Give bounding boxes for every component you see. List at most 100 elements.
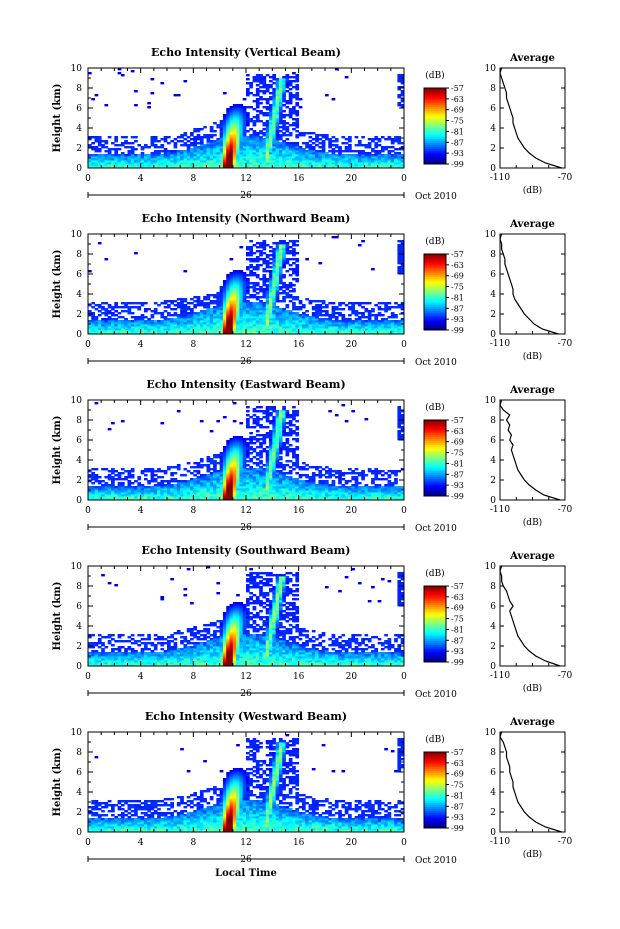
heatmap-cell bbox=[176, 152, 181, 155]
heatmap-cell bbox=[301, 142, 306, 145]
heatmap-cell bbox=[232, 316, 237, 319]
heatmap-cell bbox=[91, 326, 95, 329]
heatmap-cell bbox=[180, 480, 184, 483]
heatmap-cell bbox=[130, 142, 135, 145]
heatmap-cell bbox=[153, 470, 158, 473]
heatmap-cell bbox=[229, 454, 234, 457]
heatmap-cell bbox=[117, 312, 122, 315]
heatmap-cell bbox=[226, 450, 230, 453]
heatmap-cell bbox=[236, 150, 240, 153]
heatmap-cell bbox=[229, 140, 234, 143]
heatmap-cell bbox=[390, 156, 395, 159]
heatmap-cell bbox=[226, 294, 230, 297]
heatmap-cell bbox=[183, 158, 188, 161]
heatmap-cell bbox=[298, 302, 303, 305]
heatmap-cell bbox=[308, 322, 313, 325]
heatmap-cell bbox=[236, 492, 240, 495]
heatmap-cell bbox=[265, 288, 270, 291]
heatmap-cell bbox=[229, 314, 234, 317]
heatmap-cell bbox=[104, 328, 109, 331]
heatmap-cell bbox=[348, 328, 352, 331]
heatmap-cell bbox=[262, 144, 267, 147]
heatmap-cell bbox=[282, 258, 286, 261]
heatmap-cell bbox=[282, 244, 286, 247]
heatmap-cell bbox=[216, 156, 221, 159]
heatmap-cell bbox=[153, 158, 158, 161]
heatmap-cell bbox=[249, 138, 253, 141]
heatmap-cell bbox=[222, 476, 227, 479]
heatmap-cell bbox=[239, 422, 244, 425]
heatmap-cell bbox=[232, 110, 237, 113]
heatmap-cell bbox=[334, 164, 339, 167]
heatmap-cell bbox=[226, 292, 230, 295]
heatmap-cell bbox=[216, 478, 221, 481]
heatmap-cell bbox=[236, 288, 240, 291]
heatmap-cell bbox=[275, 136, 280, 139]
heatmap-cell bbox=[124, 304, 128, 307]
heatmap-cell bbox=[311, 316, 316, 319]
heatmap-cell bbox=[167, 324, 171, 327]
heatmap-cell bbox=[262, 324, 267, 327]
heatmap-cell bbox=[275, 246, 280, 249]
heatmap-cell bbox=[275, 84, 280, 87]
heatmap-cell bbox=[173, 480, 178, 483]
heatmap-cell bbox=[199, 142, 204, 145]
heatmap-cell bbox=[104, 482, 109, 485]
heatmap-cell bbox=[321, 310, 326, 313]
heatmap-cell bbox=[236, 296, 240, 299]
heatmap-cell bbox=[262, 296, 267, 299]
heatmap-cell bbox=[203, 152, 207, 155]
heatmap-cell bbox=[334, 166, 339, 169]
heatmap-cell bbox=[269, 116, 273, 119]
heatmap-cell bbox=[269, 126, 273, 129]
heatmap-cell bbox=[265, 414, 270, 417]
heatmap-cell bbox=[104, 308, 109, 311]
heatmap-cell bbox=[216, 328, 221, 331]
heatmap-cell bbox=[315, 154, 319, 157]
heatmap-cell bbox=[288, 286, 293, 289]
heatmap-cell bbox=[384, 318, 388, 321]
heatmap-cell bbox=[272, 164, 277, 167]
echo-panel-2: Echo Intensity (Northward Beam)0246810He… bbox=[52, 212, 573, 368]
x-tick-label: 20 bbox=[346, 174, 358, 184]
heatmap-cell bbox=[203, 154, 207, 157]
heatmap-cell bbox=[101, 468, 105, 471]
heatmap-cell bbox=[216, 476, 221, 479]
heatmap-cell bbox=[262, 306, 267, 309]
heatmap-cell bbox=[236, 298, 240, 301]
heatmap-cell bbox=[265, 280, 270, 283]
heatmap-cell bbox=[351, 150, 356, 153]
heatmap-cell bbox=[321, 332, 326, 335]
heatmap-cell bbox=[206, 492, 211, 495]
heatmap-cell bbox=[134, 164, 138, 167]
heatmap-cell bbox=[199, 324, 204, 327]
heatmap-cell bbox=[226, 280, 230, 283]
heatmap-cells bbox=[88, 68, 405, 169]
heatmap-cell bbox=[278, 312, 283, 315]
colorbar-step bbox=[424, 118, 446, 121]
heatmap-cell bbox=[390, 146, 395, 149]
heatmap-cell bbox=[357, 304, 362, 307]
heatmap-cell bbox=[259, 324, 263, 327]
heatmap-cell bbox=[127, 142, 132, 145]
heatmap-cell bbox=[153, 150, 158, 153]
heatmap-cell bbox=[269, 442, 273, 445]
heatmap-cell bbox=[321, 156, 326, 159]
heatmap-cell bbox=[239, 304, 244, 307]
heatmap-cell bbox=[278, 310, 283, 313]
heatmap-cell bbox=[295, 322, 300, 325]
heatmap-cell bbox=[331, 166, 336, 169]
heatmap-cell bbox=[252, 302, 257, 305]
heatmap-cell bbox=[361, 314, 365, 317]
heatmap-cell bbox=[236, 496, 240, 499]
heatmap-cell bbox=[203, 160, 207, 163]
x-tick-label: 0 bbox=[85, 340, 91, 350]
heatmap-cell bbox=[196, 490, 201, 493]
heatmap-cell bbox=[328, 156, 332, 159]
heatmap-cell bbox=[272, 486, 277, 489]
heatmap-cell bbox=[91, 320, 95, 323]
heatmap-cell bbox=[384, 328, 388, 331]
heatmap-cell bbox=[193, 156, 198, 159]
heatmap-cell bbox=[377, 306, 382, 309]
heatmap-cell bbox=[196, 492, 201, 495]
